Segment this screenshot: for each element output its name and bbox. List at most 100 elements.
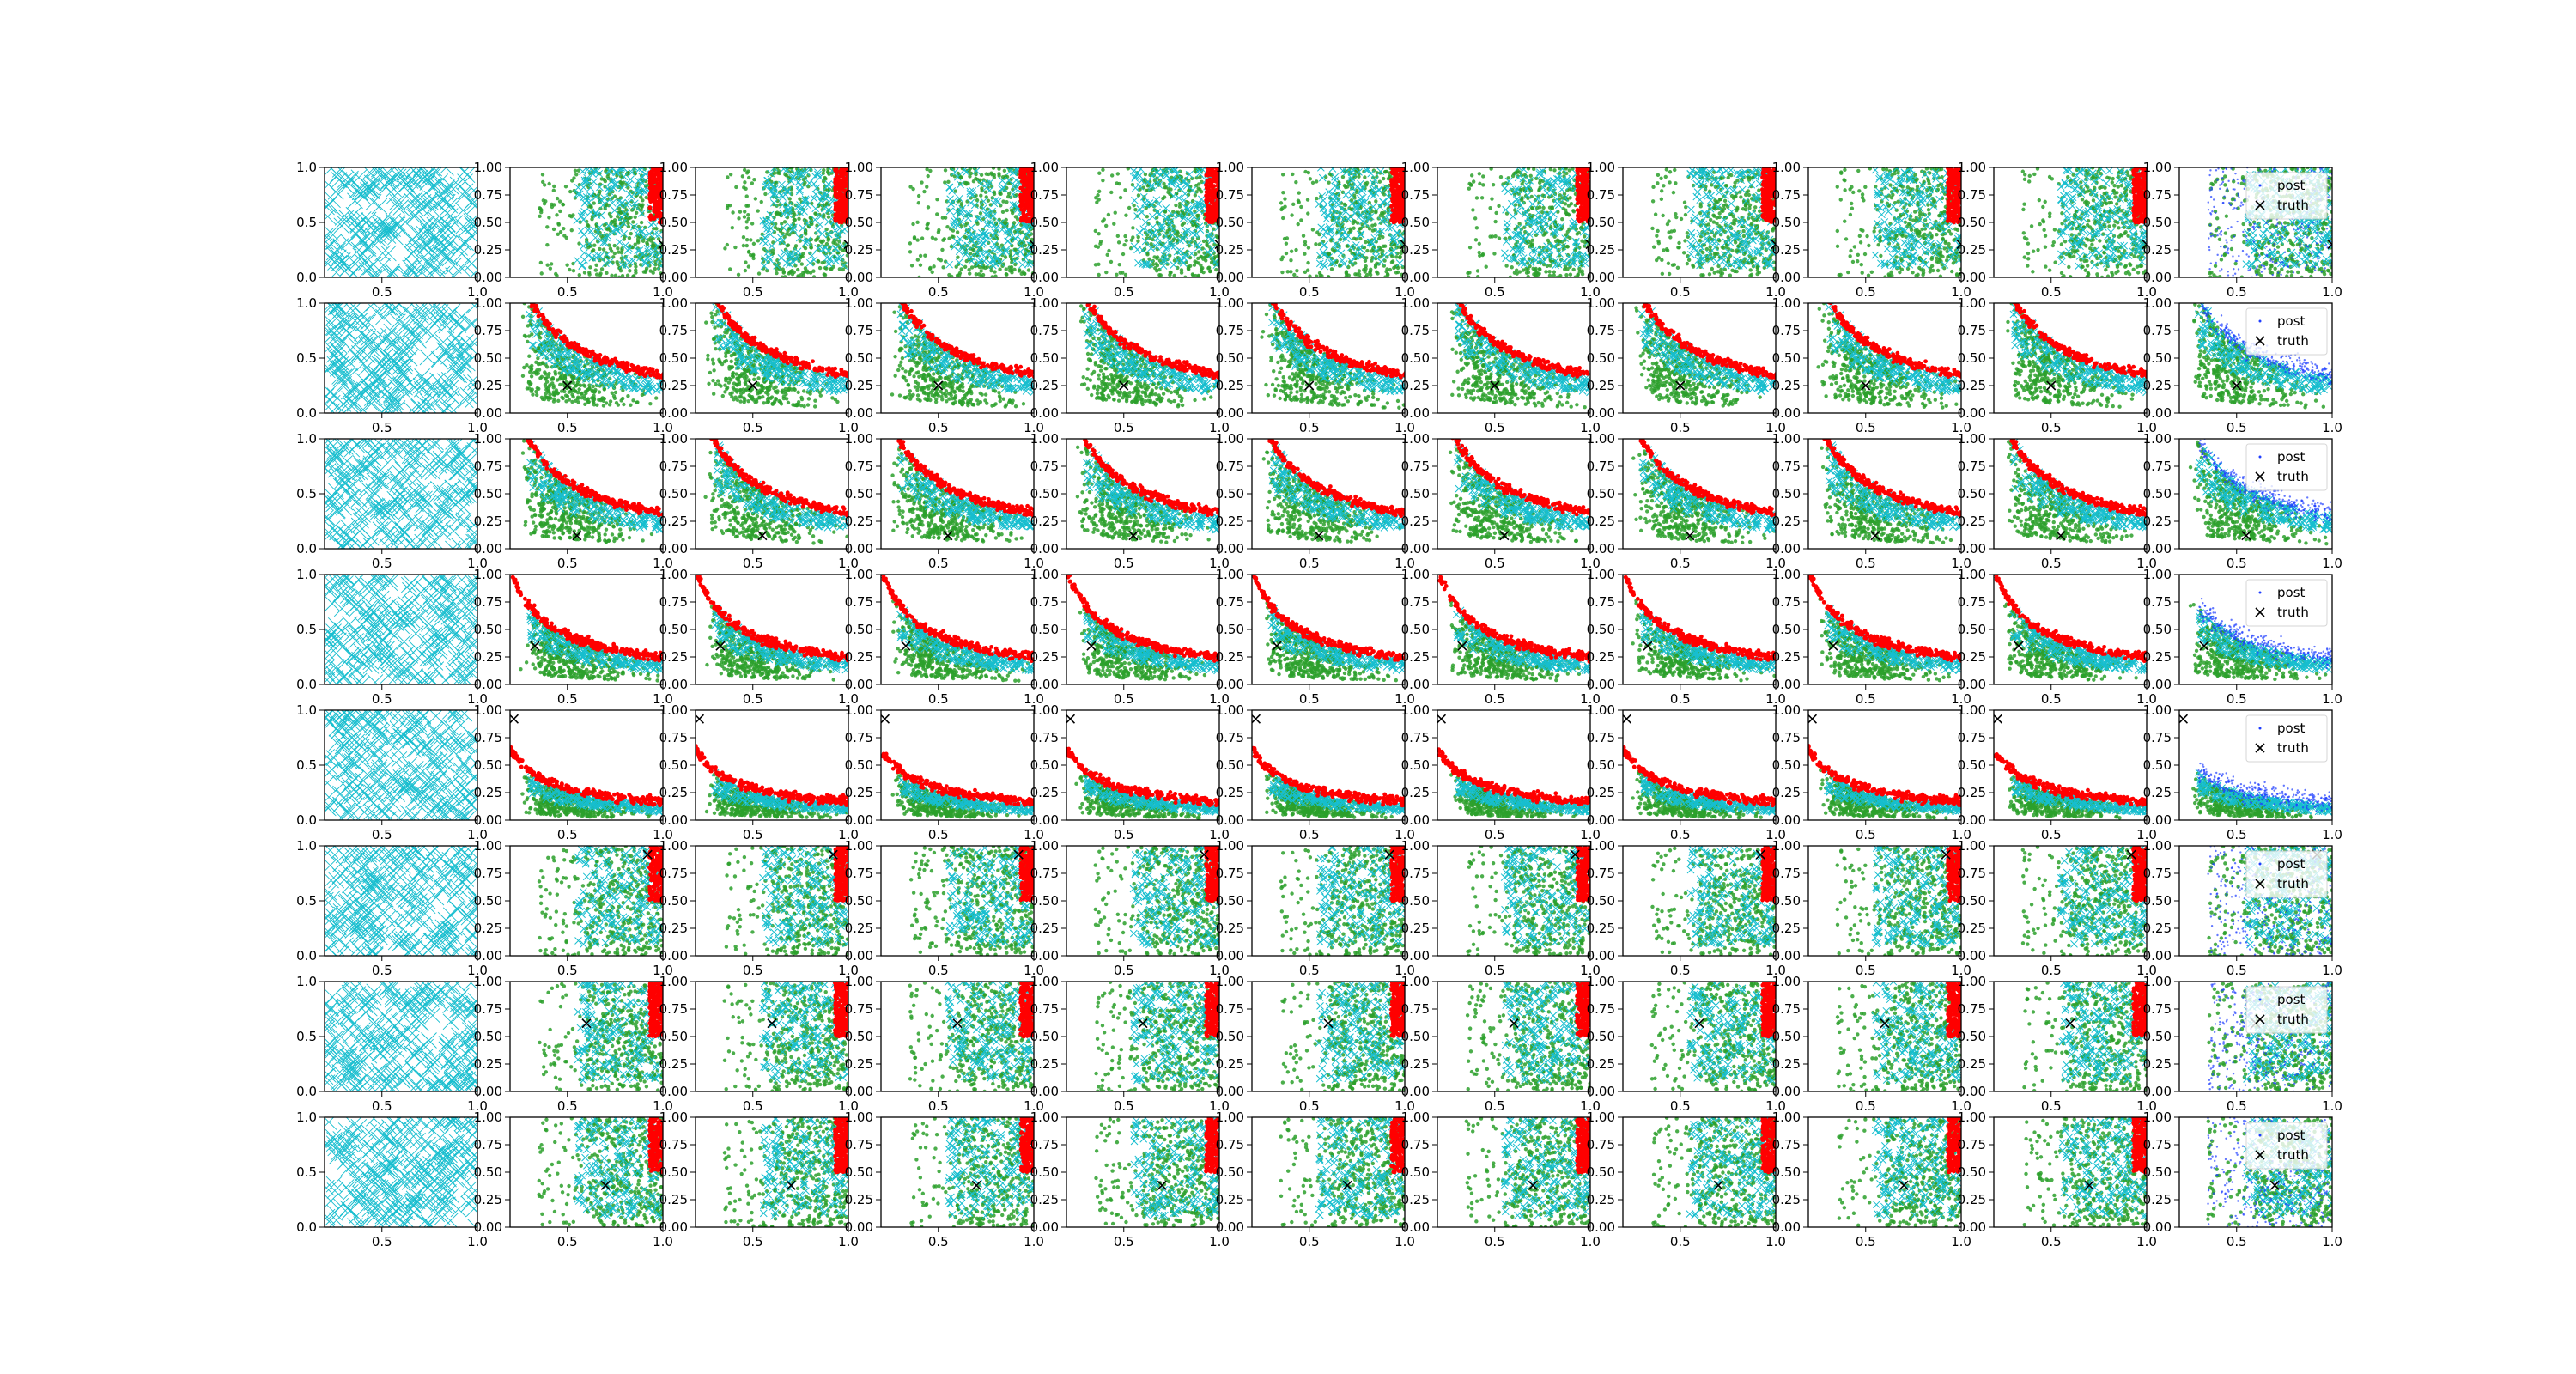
y-tick-label: 0.75 (1030, 1137, 1059, 1152)
legend-truth-label: truth (2277, 605, 2309, 620)
plot-area (1436, 714, 1601, 818)
x-tick-label: 0.5 (1114, 1234, 1134, 1249)
y-tick-label: 0.75 (1772, 187, 1801, 203)
subplot-r6-c5: 0.5 1.00.000.250.500.751.00 (1030, 838, 1230, 978)
y-tick-label: 0.00 (1401, 948, 1430, 964)
y-tick-label: 0.75 (1401, 187, 1430, 203)
x-tick-label: 0.5 (743, 963, 763, 978)
y-tick-label: 0.25 (1587, 514, 1615, 529)
x-tick-label: 0.5 (557, 1098, 578, 1114)
subplot-r8-c4: 0.5 1.00.000.250.500.751.00 (845, 1110, 1044, 1249)
plot-area (909, 1114, 1039, 1229)
y-tick-label: 0.25 (1030, 378, 1059, 393)
y-tick-label: 0.00 (1216, 948, 1244, 964)
y-tick-label: 0.75 (845, 323, 873, 338)
y-tick-label: 0.00 (1030, 677, 1059, 692)
y-tick-label: 0.50 (2143, 350, 2172, 366)
subplot-r3-c10: 0.5 1.00.000.250.500.751.00 (1958, 390, 2158, 571)
plot-area (2023, 1114, 2153, 1229)
y-tick-label: 1.00 (845, 160, 873, 175)
plot-area (1992, 565, 2158, 683)
subplot-r6-c8: 0.5 1.00.000.250.500.751.00 (1587, 838, 1786, 978)
y-tick-label: 0.75 (1772, 866, 1801, 881)
plot-area (318, 974, 485, 1099)
y-tick-label: 0.75 (1216, 323, 1244, 338)
y-tick-label: 0.75 (845, 730, 873, 745)
y-tick-label: 0.25 (659, 785, 688, 800)
y-tick-label: 0.5 (296, 350, 317, 366)
x-tick-label: 0.5 (372, 1098, 392, 1114)
plot-area (2021, 842, 2153, 958)
y-tick-label: 0.75 (2143, 1137, 2172, 1152)
y-tick-label: 0.25 (1401, 514, 1430, 529)
y-tick-label: 0.50 (474, 622, 502, 637)
y-tick-label: 0.25 (1772, 1192, 1801, 1207)
x-tick-label: 1.0 (2322, 284, 2342, 300)
x-tick-label: 0.5 (2041, 827, 2062, 842)
y-tick-label: 0.50 (1401, 622, 1430, 637)
plot-area (1250, 714, 1416, 819)
x-tick-label: 0.5 (743, 420, 763, 435)
x-tick-label: 0.5 (1299, 963, 1320, 978)
x-tick-label: 0.5 (557, 1234, 578, 1249)
truth-marker (509, 714, 518, 723)
y-tick-label: 0.50 (1587, 622, 1615, 637)
plot-area (319, 1110, 485, 1234)
y-tick-label: 0.50 (1401, 1029, 1430, 1044)
y-tick-label: 0.00 (1030, 541, 1059, 556)
y-tick-label: 0.75 (1030, 187, 1059, 203)
y-tick-label: 0.25 (1401, 785, 1430, 800)
y-tick-label: 0.25 (659, 649, 688, 665)
x-tick-label: 1.0 (2322, 420, 2342, 435)
y-tick-label: 0.25 (845, 514, 873, 529)
y-tick-label: 0.25 (1958, 1056, 1986, 1072)
subplot-r8-c1: 0.5 1.00.00.51.0 (296, 1110, 488, 1249)
truth-marker (1139, 1019, 1147, 1028)
y-tick-label: 0.50 (845, 757, 873, 773)
y-tick-label: 0.25 (474, 1056, 502, 1072)
y-tick-label: 0.50 (1401, 757, 1430, 773)
y-tick-label: 0.00 (1401, 541, 1430, 556)
y-tick-label: 0.5 (296, 1164, 317, 1180)
y-tick-label: 0.50 (659, 486, 688, 502)
y-tick-label: 0.50 (845, 350, 873, 366)
x-tick-label: 0.5 (1299, 691, 1320, 707)
y-tick-label: 0.50 (2143, 215, 2172, 230)
y-tick-label: 0.00 (1030, 405, 1059, 421)
y-tick-label: 0.50 (845, 622, 873, 637)
y-tick-label: 0.50 (1772, 486, 1801, 502)
y-tick-label: 0.00 (1216, 270, 1244, 285)
y-tick-label: 1.00 (1030, 567, 1059, 582)
y-tick-label: 0.25 (1216, 514, 1244, 529)
y-tick-label: 0.00 (1030, 270, 1059, 285)
plot-area (1837, 1114, 1966, 1229)
plot-area (1622, 569, 1787, 683)
y-tick-label: 1.00 (1401, 431, 1430, 447)
y-tick-label: 0.25 (845, 378, 873, 393)
y-tick-label: 1.00 (2143, 431, 2172, 447)
y-tick-label: 0.75 (1958, 866, 1986, 881)
plot-area (537, 1115, 668, 1229)
y-tick-label: 0.00 (845, 1084, 873, 1099)
y-tick-label: 0.25 (1958, 785, 1986, 800)
y-tick-label: 0.75 (1772, 594, 1801, 610)
y-tick-label: 0.75 (1216, 866, 1244, 881)
y-tick-label: 0.00 (659, 541, 688, 556)
y-tick-label: 0.75 (2143, 459, 2172, 474)
x-tick-label: 1.0 (838, 1234, 859, 1249)
subplot-r7-c3: 0.5 1.00.000.250.500.751.00 (659, 974, 859, 1114)
y-tick-label: 0.00 (1958, 1219, 1986, 1235)
y-tick-label: 0.50 (659, 757, 688, 773)
axes-frame (1252, 575, 1405, 684)
subplot-r7-c1: 0.5 1.00.00.51.0 (296, 974, 488, 1114)
y-tick-label: 0.50 (1401, 486, 1430, 502)
y-tick-label: 0.25 (1772, 514, 1801, 529)
y-tick-label: 0.00 (1958, 1084, 1986, 1099)
y-tick-label: 0.00 (1587, 270, 1615, 285)
subplot-r5-c4: 0.5 1.00.000.250.500.751.00 (845, 702, 1046, 842)
y-tick-label: 1.00 (2143, 838, 2172, 854)
y-tick-label: 0.75 (1772, 323, 1801, 338)
x-tick-label: 0.5 (1485, 1234, 1505, 1249)
